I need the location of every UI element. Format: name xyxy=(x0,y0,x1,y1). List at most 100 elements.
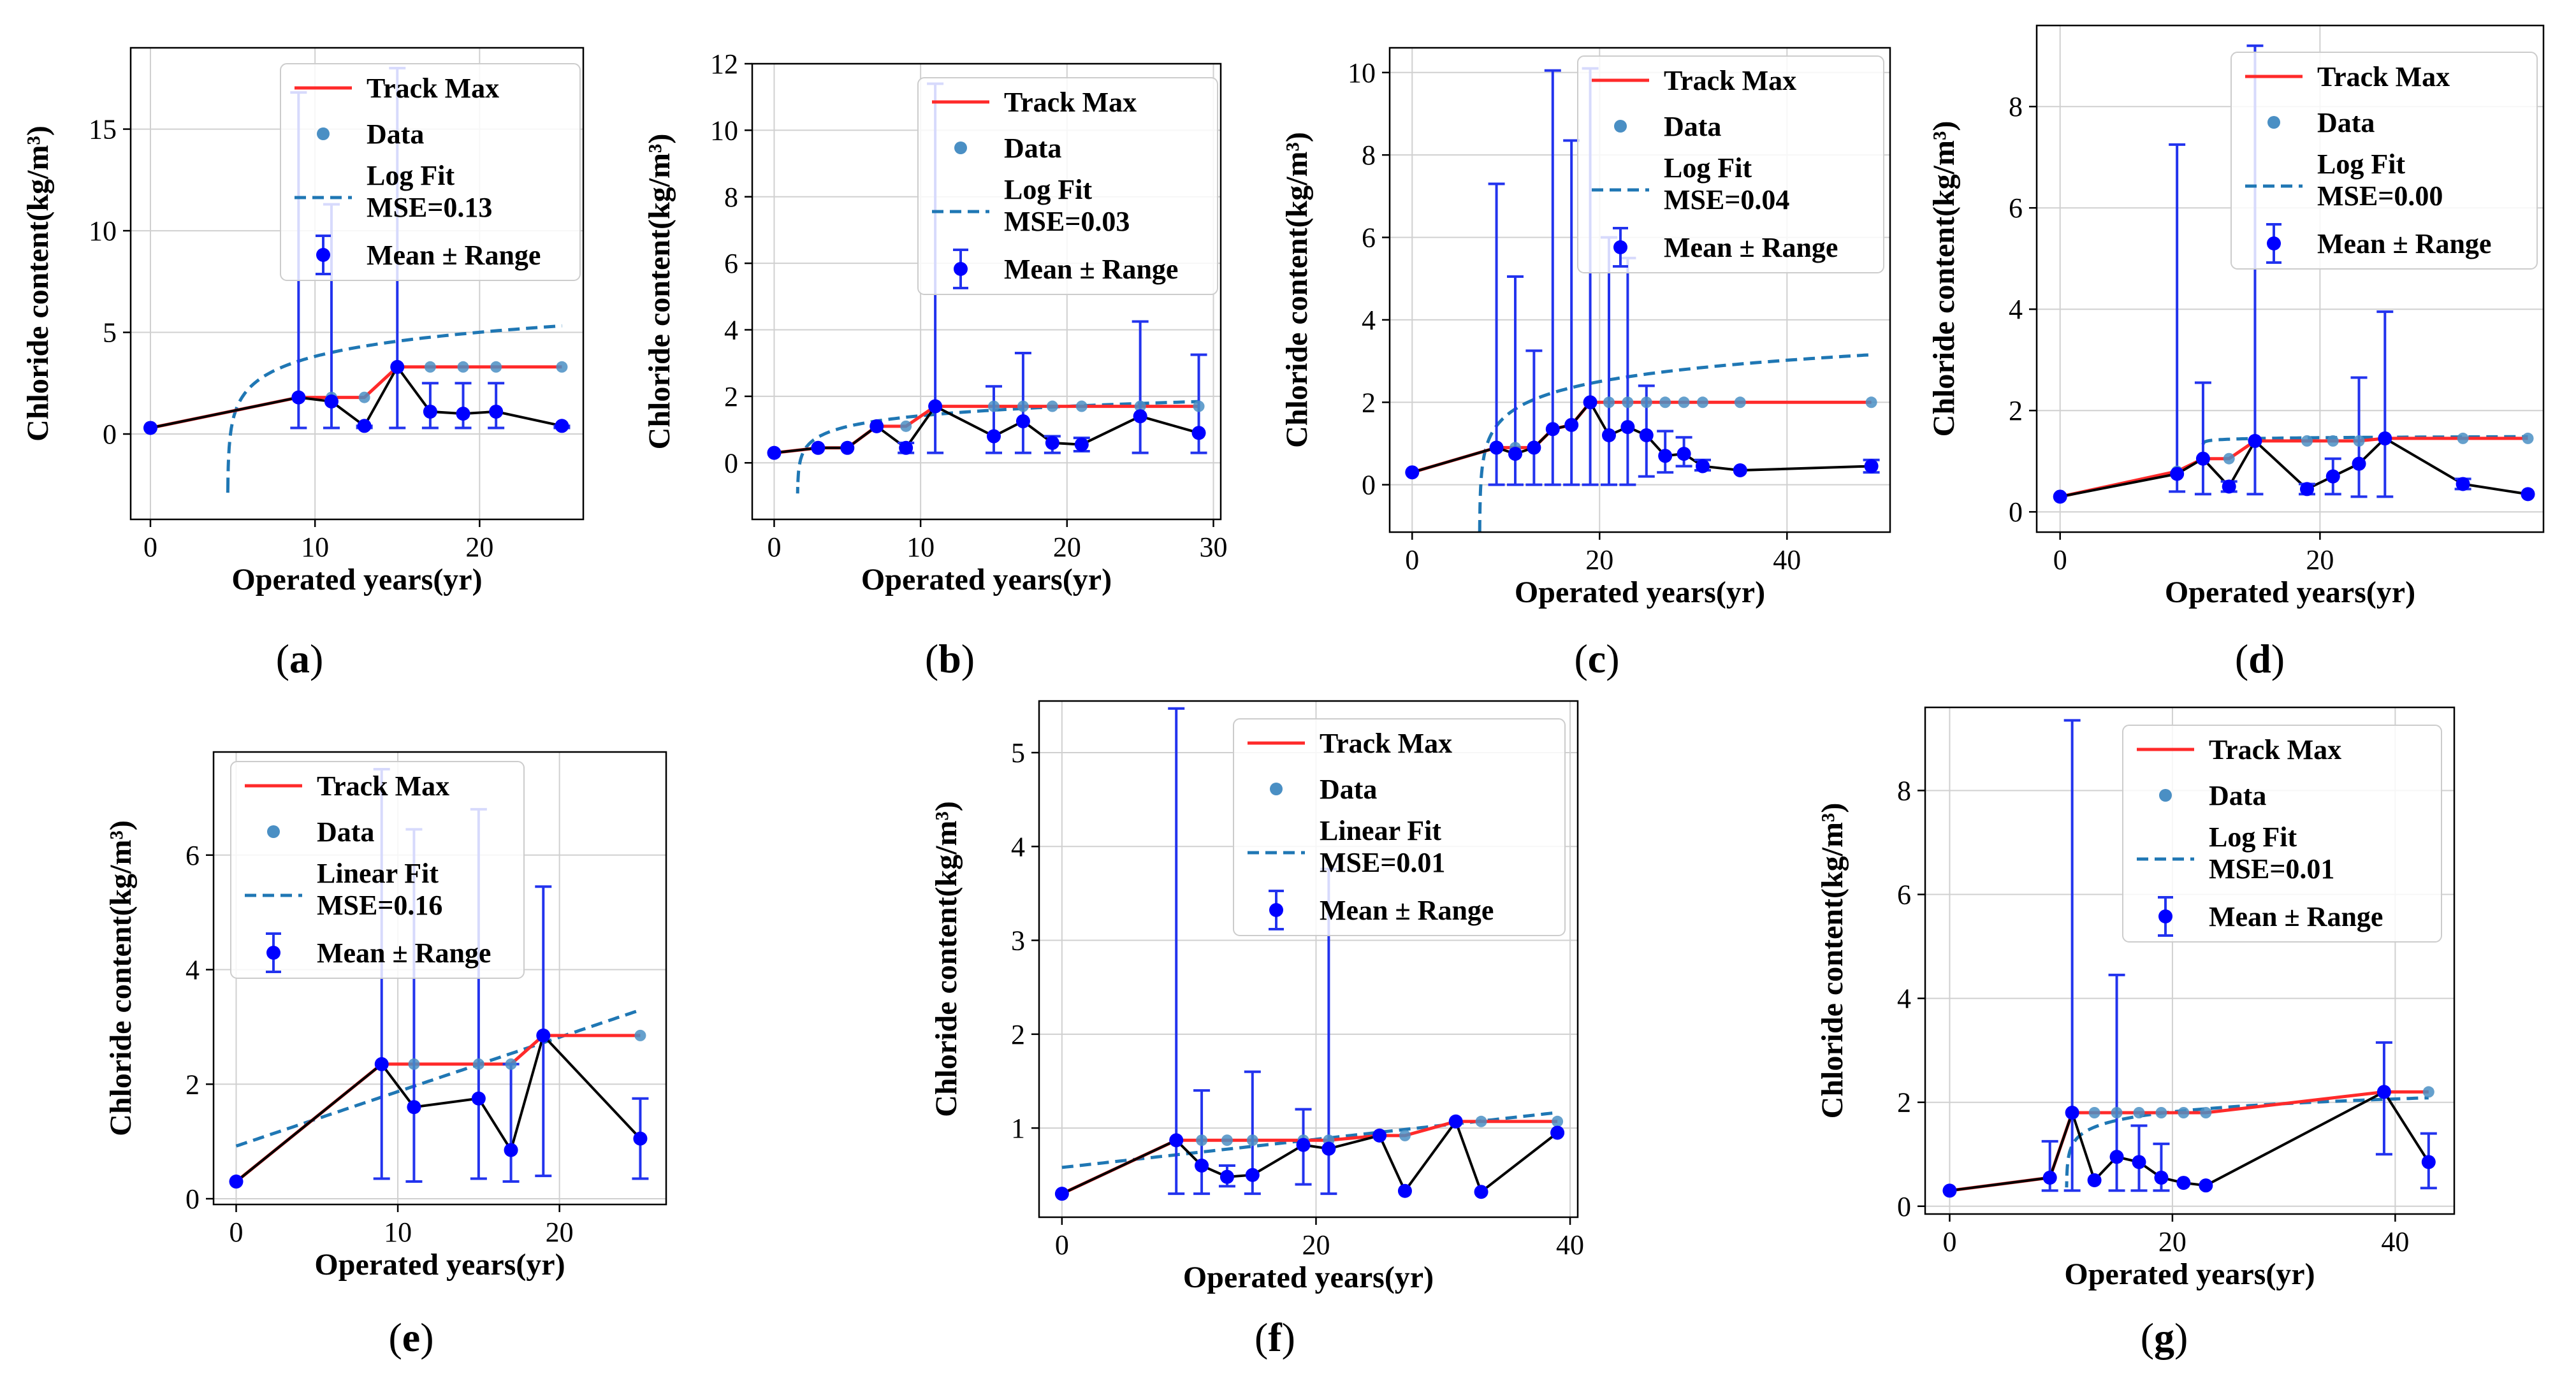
data-point xyxy=(2353,435,2365,447)
mean-point xyxy=(1677,447,1691,461)
data-point xyxy=(2200,1107,2212,1118)
data-point xyxy=(358,391,370,403)
data-point xyxy=(1659,396,1671,408)
data-point xyxy=(472,1058,484,1070)
x-axis-label: Operated years(yr) xyxy=(1183,1261,1434,1294)
panel-label: (g) xyxy=(2141,1315,2188,1360)
legend-data-label: Data xyxy=(317,816,374,848)
y-tick-label: 6 xyxy=(186,840,200,871)
legend-track-max-label: Track Max xyxy=(2317,61,2450,92)
data-point xyxy=(1046,400,1058,412)
x-axis-label: Operated years(yr) xyxy=(2064,1257,2315,1291)
legend-data-label: Data xyxy=(2209,780,2266,811)
mean-point xyxy=(2195,451,2210,466)
y-tick-label: 2 xyxy=(1897,1087,1911,1118)
mean-point xyxy=(1054,1187,1069,1201)
y-tick-label: 2 xyxy=(186,1069,200,1100)
legend-box xyxy=(230,761,525,979)
x-tick-label: 0 xyxy=(1405,544,1419,575)
mean-point xyxy=(2053,489,2067,504)
panel-label: (b) xyxy=(925,636,975,681)
data-point xyxy=(900,420,912,432)
mean-point xyxy=(407,1100,421,1115)
mean-point xyxy=(811,440,826,455)
y-tick-label: 6 xyxy=(724,248,738,279)
mean-point xyxy=(2176,1176,2191,1190)
mean-point xyxy=(2065,1106,2079,1120)
x-tick-label: 20 xyxy=(2306,544,2334,575)
y-tick-label: 5 xyxy=(103,317,117,349)
mean-line xyxy=(1949,1090,2430,1192)
mean-point xyxy=(1545,422,1560,437)
x-tick-label: 0 xyxy=(1055,1229,1069,1261)
axes-frame xyxy=(2035,24,2545,533)
panel-label-letter: g xyxy=(2154,1315,2174,1360)
y-tick-label: 2 xyxy=(1362,387,1376,418)
mean-point xyxy=(2521,487,2535,502)
data-point xyxy=(505,1058,517,1070)
legend-fit-mse: MSE=0.03 xyxy=(1004,206,1130,237)
y-tick-label: 8 xyxy=(724,182,738,213)
mean-point xyxy=(1372,1128,1387,1143)
mean-point xyxy=(633,1131,648,1146)
y-tick-label: 0 xyxy=(1897,1191,1911,1222)
plot-area xyxy=(2053,44,2535,504)
y-tick-label: 15 xyxy=(89,114,117,145)
chart-panel-g: 0 20 40 0 2 4 6 8 Operated years(yr) Chloride con… xyxy=(1816,706,2456,1360)
legend-fit-label: Log Fit xyxy=(2317,148,2405,180)
mean-point xyxy=(928,399,943,414)
y-tick-label: 3 xyxy=(1011,925,1025,957)
mean-point xyxy=(1191,426,1206,440)
legend-fit-label: Log Fit xyxy=(1664,152,1752,184)
legend-data-handle xyxy=(1614,120,1627,133)
data-point xyxy=(2178,1107,2190,1118)
y-tick-label: 8 xyxy=(1897,775,1911,806)
legend-mean-label: Mean ± Range xyxy=(2317,228,2491,259)
mean-point xyxy=(1448,1114,1463,1129)
chart-panel-e: 0 10 20 0 2 4 6 Operated years(yr) Chloride cont… xyxy=(104,751,667,1360)
y-tick-label: 4 xyxy=(1897,983,1911,1015)
legend-fit-label: Linear Fit xyxy=(317,858,439,889)
panel-label-close: ) xyxy=(2174,1315,2188,1360)
mean-point xyxy=(1620,420,1635,435)
mean-point xyxy=(1527,440,1541,455)
plot-area xyxy=(767,82,1207,494)
axes-frame xyxy=(1924,706,2456,1215)
mean-point xyxy=(2376,1085,2391,1099)
fit-curve xyxy=(226,324,562,495)
legend-mean-handle xyxy=(266,946,280,960)
mean-point xyxy=(1169,1133,1184,1148)
panel-label-close: ) xyxy=(2271,636,2285,681)
panel-label: (c) xyxy=(1574,636,1619,681)
x-tick-label: 40 xyxy=(2381,1226,2409,1257)
data-point xyxy=(2422,1086,2434,1098)
panel-label: (f) xyxy=(1255,1315,1295,1360)
panel-label-close: ) xyxy=(310,636,323,681)
axes-frame xyxy=(1038,700,1579,1218)
track-max-line xyxy=(235,1034,641,1183)
x-tick-label: 10 xyxy=(384,1217,412,1248)
mean-point xyxy=(2170,466,2185,481)
mean-point xyxy=(1550,1125,1565,1140)
data-point xyxy=(457,361,469,373)
fit-curve xyxy=(1478,353,1872,532)
panel-label-open: ( xyxy=(2235,636,2248,681)
data-point xyxy=(634,1029,646,1041)
mean-point xyxy=(1658,449,1673,463)
legend-track-max-label: Track Max xyxy=(1664,65,1796,96)
panel-label-letter: b xyxy=(938,636,961,681)
chart-panel-f: 0 20 40 1 2 3 4 5 Operated years(yr) Chloride con… xyxy=(929,700,1584,1360)
data-point xyxy=(2133,1107,2145,1118)
legend-box xyxy=(2122,725,2442,943)
mean-point xyxy=(2109,1150,2124,1164)
mean-point xyxy=(456,407,470,421)
legend-data-handle xyxy=(267,825,280,838)
legend-data-handle xyxy=(1270,783,1283,795)
y-tick-label: 4 xyxy=(1011,831,1025,862)
mean-point xyxy=(1219,1169,1234,1184)
mean-point xyxy=(1195,1159,1209,1173)
y-tick-label: 0 xyxy=(186,1183,200,1215)
